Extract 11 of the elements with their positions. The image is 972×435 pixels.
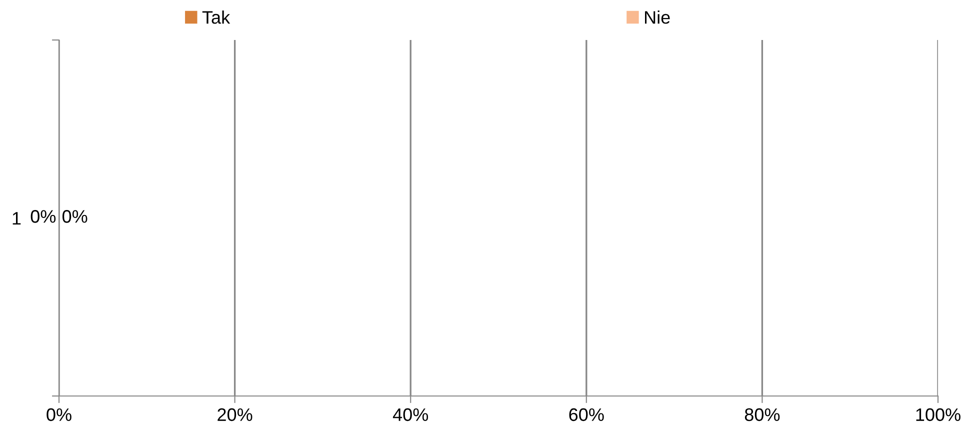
- legend-label: Tak: [202, 10, 230, 24]
- x-tick-label: 40%: [392, 408, 428, 422]
- y-tick-label: 1: [12, 212, 21, 225]
- x-tick-label: 0%: [46, 408, 72, 422]
- data-label: 0%: [62, 210, 88, 223]
- x-tick-label: 80%: [744, 408, 780, 422]
- x-tick-label: 60%: [569, 408, 604, 422]
- legend-label: Nie: [645, 10, 670, 24]
- x-tick-label: 100%: [916, 408, 960, 422]
- x-tick-label: 20%: [218, 408, 252, 422]
- data-label: 0%: [30, 210, 56, 223]
